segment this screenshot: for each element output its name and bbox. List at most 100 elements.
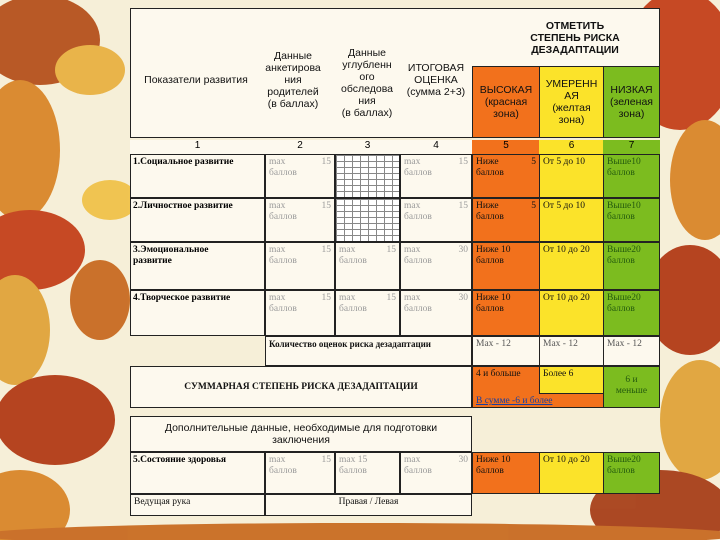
header-moderate-risk: УМЕРЕНН АЯ (желтая зона) (539, 66, 604, 138)
row-deep-score-max: 15 (387, 293, 397, 304)
row-label-text: 2.Личностное развитие (133, 201, 233, 211)
row-parent-score-text: max баллов (269, 201, 297, 222)
count-row-label: Количество оценок риска дезадаптации (265, 336, 472, 366)
row-high-risk-text: Ниже 10 баллов (476, 293, 510, 314)
row-label-text: 3.Эмоциональное развитие (133, 245, 208, 266)
col-number-7: 7 (603, 140, 660, 154)
row-total-score: max баллов 15 (400, 198, 472, 242)
header-total-score: ИТОГОВАЯ ОЦЕНКА (сумма 2+3) (400, 55, 472, 105)
row-label-text: 4.Творческое развитие (133, 293, 230, 303)
row-label-text: 1.Социальное развитие (133, 157, 234, 167)
row-total-score-text: max баллов (404, 293, 432, 314)
row-moderate-risk-text: От 10 до 20 (543, 245, 590, 255)
col-number-5: 5 (472, 140, 540, 154)
extra-data-title: Дополнительные данные, необходимые для п… (130, 416, 472, 452)
row-parent-score-max: 15 (322, 245, 332, 256)
header-high-risk: ВЫСОКАЯ (красная зона) (472, 66, 540, 138)
row-label: 1.Социальное развитие (130, 154, 265, 198)
row-parent-score-max: 15 (322, 201, 332, 212)
row-low-risk-text: Выше10 баллов (607, 157, 641, 178)
health-total-score: max баллов 30 (400, 452, 472, 494)
row-label: 4.Творческое развитие (130, 290, 265, 336)
col-number-6: 6 (539, 140, 604, 154)
row-high-risk-text: Ниже баллов (476, 157, 504, 178)
row-deep-score: max баллов 15 (335, 242, 400, 290)
row-low-risk: Выше20 баллов (603, 242, 660, 290)
row-total-score-max: 15 (459, 157, 469, 168)
row-total-score-max: 15 (459, 201, 469, 212)
row-moderate-risk: От 10 до 20 (539, 242, 604, 290)
row-label: 3.Эмоциональное развитие (130, 242, 265, 290)
row-parent-score-text: max баллов (269, 245, 297, 266)
row-deep-score-text: max баллов (339, 245, 367, 266)
row-total-score: max баллов 15 (400, 154, 472, 198)
row-high-risk: Ниже баллов 5 (472, 154, 540, 198)
row-parent-score: max баллов 15 (265, 198, 335, 242)
health-total-max: 30 (459, 455, 469, 466)
row-total-score-text: max баллов (404, 157, 432, 178)
row-high-risk-text: Ниже 10 баллов (476, 245, 510, 266)
row-total-score-max: 30 (459, 245, 469, 256)
row-low-risk-text: Выше20 баллов (607, 293, 641, 314)
col-number-1: 1 (130, 140, 265, 154)
health-row-label: 5.Состояние здоровья (130, 452, 265, 494)
row-low-risk-text: Выше10 баллов (607, 201, 641, 222)
health-parent-score: max баллов 15 (265, 452, 335, 494)
row-low-risk: Выше20 баллов (603, 290, 660, 336)
col-number-2: 2 (265, 140, 335, 154)
row-parent-score: max баллов 15 (265, 154, 335, 198)
row-parent-score-text: max баллов (269, 157, 297, 178)
row-deep-score: max баллов 15 (335, 290, 400, 336)
row-high-risk: Ниже 10 баллов (472, 290, 540, 336)
col-number-4: 4 (400, 140, 472, 154)
health-total-text: max баллов (404, 455, 432, 476)
row-total-score-text: max баллов (404, 245, 432, 266)
header-indicators: Показатели развития (132, 60, 260, 100)
summary-row-label: СУММАРНАЯ СТЕПЕНЬ РИСКА ДЕЗАДАПТАЦИИ (130, 366, 472, 408)
count-row-moderate: Мах - 12 (539, 336, 604, 366)
summary-total-text: В сумме -6 и более (476, 396, 602, 407)
health-deep-score: max 15 баллов (335, 452, 400, 494)
summary-row-moderate: Более 6 (539, 366, 604, 394)
row-low-risk-text: Выше20 баллов (607, 245, 641, 266)
row-moderate-risk-text: От 5 до 10 (543, 201, 585, 211)
row-high-risk: Ниже баллов 5 (472, 198, 540, 242)
row-deep-score (335, 198, 400, 242)
health-parent-text: max баллов (269, 455, 297, 476)
risk-degree-title: ОТМЕТИТЬ СТЕПЕНЬ РИСКА ДЕЗАДАПТАЦИИ (485, 14, 665, 62)
health-high-risk: Ниже 10 баллов (472, 452, 540, 494)
row-total-score-text: max баллов (404, 201, 432, 222)
row-moderate-risk: От 5 до 10 (539, 154, 604, 198)
row-high-risk-text: Ниже баллов (476, 201, 504, 222)
health-parent-max: 15 (322, 455, 332, 466)
row-high-risk: Ниже 10 баллов (472, 242, 540, 290)
row-total-score: max баллов 30 (400, 242, 472, 290)
header-low-risk: НИЗКАЯ (зеленая зона) (603, 66, 660, 138)
row-total-score-max: 30 (459, 293, 469, 304)
row-high-risk-max: 5 (531, 201, 536, 212)
hand-row-value: Правая / Левая (265, 494, 472, 516)
header-parent-survey: Данные анкетирова ния родителей (в балла… (258, 40, 328, 120)
row-high-risk-max: 5 (531, 157, 536, 168)
row-deep-score-max: 15 (387, 245, 397, 256)
row-parent-score-max: 15 (322, 157, 332, 168)
row-moderate-risk-text: От 5 до 10 (543, 157, 585, 167)
row-deep-score-text: max баллов (339, 293, 367, 314)
hand-row-label: Ведущая рука (130, 494, 265, 516)
col-number-3: 3 (335, 140, 400, 154)
row-parent-score-text: max баллов (269, 293, 297, 314)
summary-row-low: 6 и меньше (603, 366, 660, 408)
row-parent-score-max: 15 (322, 293, 332, 304)
count-row-high: Мах - 12 (472, 336, 540, 366)
health-low-risk: Выше20 баллов (603, 452, 660, 494)
row-label: 2.Личностное развитие (130, 198, 265, 242)
row-low-risk: Выше10 баллов (603, 154, 660, 198)
row-parent-score: max баллов 15 (265, 290, 335, 336)
row-moderate-risk-text: От 10 до 20 (543, 293, 590, 303)
summary-low-text: 6 и меньше (616, 375, 647, 396)
row-low-risk: Выше10 баллов (603, 198, 660, 242)
health-moderate-risk: От 10 до 20 (539, 452, 604, 494)
row-deep-score (335, 154, 400, 198)
row-total-score: max баллов 30 (400, 290, 472, 336)
row-parent-score: max баллов 15 (265, 242, 335, 290)
